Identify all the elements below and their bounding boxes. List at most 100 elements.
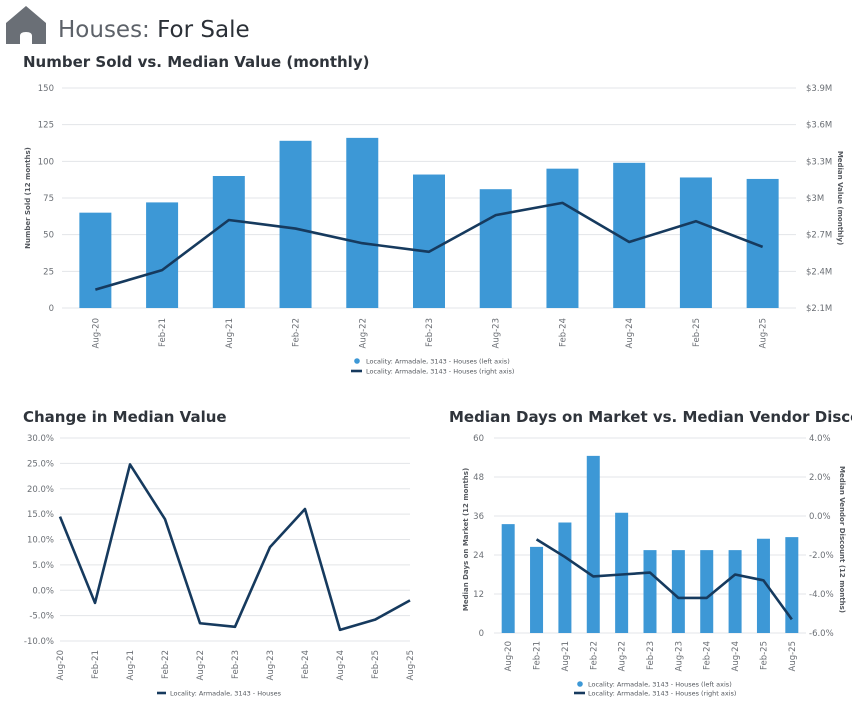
chart-title-change-median: Change in Median Value: [23, 408, 227, 426]
bar-Aug-20: [501, 524, 515, 633]
bar-Aug-23: [671, 550, 685, 633]
y-tick-label: 20.0%: [27, 485, 54, 495]
y2-tick-label: 4.0%: [809, 434, 831, 444]
x-tick-label: Aug-24: [625, 318, 635, 348]
y-tick-label: 30.0%: [27, 434, 54, 444]
bar-Feb-21: [146, 202, 179, 308]
x-tick-label: Feb-24: [558, 318, 568, 347]
legend-item-right-axis: Locality: Armadale, 3143 - Houses (right…: [588, 690, 736, 698]
bar-Feb-24: [700, 550, 714, 633]
x-tick-label: Aug-23: [266, 650, 276, 680]
page-title-prefix: Houses:: [58, 17, 150, 43]
bar-Feb-21: [530, 546, 544, 633]
series-line-median-value: [94, 201, 764, 291]
y2-tick-label: $2.4M: [806, 267, 832, 277]
y-axis-label: Number Sold (12 months): [24, 147, 32, 249]
bar-Feb-25: [679, 177, 712, 308]
legend-item-right-axis: Locality: Armadale, 3143 - Houses (right…: [366, 368, 514, 376]
page-title: Houses: For Sale: [58, 16, 250, 44]
x-tick-label: Aug-24: [731, 641, 741, 671]
legend-bar-marker: [354, 358, 360, 364]
x-tick-label: Aug-20: [91, 318, 101, 348]
y2-tick-label: $3.3M: [806, 157, 832, 167]
y2-tick-label: -2.0%: [809, 551, 834, 561]
y2-axis-label: Median Value (monthly): [836, 151, 844, 245]
y-tick-label: 50: [43, 231, 54, 241]
y-tick-label: 10.0%: [27, 536, 54, 546]
bar-Aug-22: [346, 137, 379, 308]
y-tick-label: 5.0%: [32, 561, 54, 571]
y-tick-label: 24: [473, 551, 484, 561]
y2-tick-label: $3.6M: [806, 121, 832, 131]
y-tick-label: 0: [49, 304, 54, 314]
series-line-vendor-discount: [535, 538, 793, 621]
series-line-change: [58, 463, 411, 632]
bar-Feb-23: [413, 174, 445, 308]
x-tick-label: Aug-25: [759, 318, 769, 348]
bar-Feb-25: [756, 538, 770, 633]
bar-Feb-22: [279, 140, 312, 308]
y-tick-label: 0: [479, 629, 484, 639]
y2-tick-label: 0.0%: [809, 512, 831, 522]
x-tick-label: Aug-23: [674, 641, 684, 671]
y2-tick-label: $2.1M: [806, 304, 832, 314]
x-tick-label: Feb-25: [692, 318, 702, 347]
legend-item-left-axis: Locality: Armadale, 3143 - Houses (left …: [588, 681, 732, 689]
y-tick-label: 0.0%: [32, 586, 54, 596]
y2-axis-label: Median Vendor Discount (12 months): [838, 466, 846, 613]
y-tick-label: 48: [473, 473, 484, 483]
x-tick-label: Aug-25: [406, 650, 416, 680]
y-tick-label: 25.0%: [27, 459, 54, 469]
x-tick-label: Aug-23: [492, 318, 502, 348]
y2-tick-label: -4.0%: [809, 590, 834, 600]
y-tick-label: 150: [38, 84, 54, 94]
x-tick-label: Aug-21: [225, 318, 235, 348]
bar-Aug-21: [212, 176, 245, 308]
x-tick-label: Feb-21: [158, 318, 168, 347]
bar-Feb-23: [643, 550, 657, 633]
y-tick-label: 12: [473, 590, 484, 600]
bar-Aug-25: [785, 537, 799, 633]
legend-item-left-axis: Locality: Armadale, 3143 - Houses (left …: [366, 358, 510, 366]
x-tick-label: Feb-23: [646, 641, 656, 670]
y-tick-label: 25: [43, 267, 54, 277]
y-tick-label: 36: [473, 512, 484, 522]
y2-tick-label: $3M: [806, 194, 824, 204]
x-tick-label: Feb-21: [533, 641, 543, 670]
bar-Feb-24: [546, 168, 579, 308]
page-title-suffix: For Sale: [157, 17, 250, 43]
house-icon: [6, 6, 46, 44]
bar-Aug-21: [558, 522, 572, 633]
x-tick-label: Aug-21: [126, 650, 136, 680]
chart-title-sold-vs-value: Number Sold vs. Median Value (monthly): [23, 53, 370, 71]
x-tick-label: Aug-22: [196, 650, 206, 680]
x-tick-label: Aug-20: [56, 650, 66, 680]
bar-Aug-22: [615, 512, 629, 633]
bar-Aug-20: [79, 212, 112, 308]
x-tick-label: Feb-24: [703, 641, 713, 670]
x-tick-label: Aug-22: [358, 318, 368, 348]
x-tick-label: Feb-25: [371, 650, 381, 679]
x-tick-label: Feb-22: [292, 318, 302, 347]
x-tick-label: Feb-25: [759, 641, 769, 670]
x-tick-label: Aug-24: [336, 650, 346, 680]
y-tick-label: 60: [473, 434, 484, 444]
y2-tick-label: $2.7M: [806, 231, 832, 241]
x-tick-label: Aug-22: [618, 641, 628, 671]
x-tick-label: Aug-25: [788, 641, 798, 671]
x-tick-label: Feb-22: [161, 650, 171, 679]
x-tick-label: Feb-22: [589, 641, 599, 670]
y-tick-label: 100: [38, 157, 54, 167]
bar-Feb-22: [586, 455, 600, 633]
x-tick-label: Aug-20: [504, 641, 514, 671]
y2-tick-label: 2.0%: [809, 473, 831, 483]
y-axis-label: Median Days on Market (12 months): [462, 468, 470, 611]
bar-Aug-23: [479, 189, 512, 308]
y-tick-label: -10.0%: [24, 637, 54, 647]
x-tick-label: Feb-23: [231, 650, 241, 679]
legend-bar-marker: [577, 681, 583, 687]
y-tick-label: 15.0%: [27, 510, 54, 520]
y-tick-label: 75: [43, 194, 54, 204]
